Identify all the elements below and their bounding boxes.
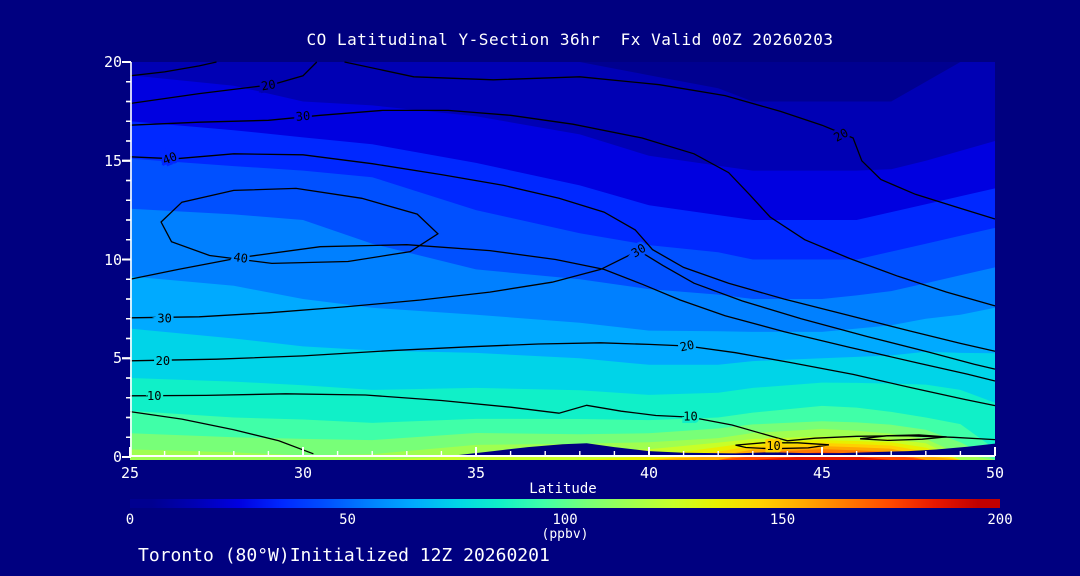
contour-label: 10 [683, 410, 697, 424]
contour-label: 20 [831, 126, 850, 145]
contour-label: 40 [160, 149, 179, 167]
x-axis-title: Latitude [529, 481, 597, 497]
colorbar [130, 499, 1000, 508]
svg-text:40: 40 [233, 250, 249, 266]
x-tick-label: 50 [985, 464, 1005, 482]
contour-label: 20 [156, 354, 170, 368]
chart-title: CO Latitudinal Y-Section 36hr Fx Valid 0… [306, 30, 834, 49]
y-tick-label: 0 [112, 448, 122, 466]
contour-label: 20 [679, 338, 696, 355]
colorbar-tick-label: 150 [769, 512, 796, 528]
y-tick-label: 20 [103, 53, 122, 71]
x-tick-label: 45 [812, 464, 832, 482]
svg-text:20: 20 [260, 77, 277, 93]
contour-label: 30 [157, 311, 171, 325]
contour-label: 20 [260, 77, 277, 93]
svg-text:10: 10 [683, 410, 697, 424]
svg-text:10: 10 [766, 439, 780, 453]
svg-text:20: 20 [679, 338, 696, 355]
colorbar-tick-label: 100 [552, 512, 578, 528]
colorbar-units: (ppbv) [541, 527, 589, 542]
contour-label: 10 [147, 389, 161, 403]
y-tick-label: 15 [103, 151, 122, 170]
contour-label: 10 [766, 439, 780, 453]
colorbar-tick-label: 200 [987, 512, 1013, 528]
svg-text:30: 30 [157, 311, 171, 325]
svg-text:10: 10 [147, 389, 161, 403]
colorbar-tick-label: 0 [125, 512, 135, 528]
footer-text: Toronto (80°W)Initialized 12Z 20260201 [138, 545, 550, 566]
contour-label: 40 [233, 250, 249, 266]
contour-label: 30 [629, 241, 649, 261]
x-tick-label: 30 [293, 464, 313, 482]
svg-text:20: 20 [156, 354, 170, 368]
x-tick-label: 35 [466, 464, 486, 482]
x-tick-label: 40 [639, 464, 659, 482]
colorbar-tick-label: 50 [339, 512, 356, 528]
y-tick-label: 10 [103, 250, 122, 269]
svg-text:30: 30 [295, 109, 311, 124]
y-tick-label: 5 [112, 349, 122, 368]
x-tick-label: 25 [120, 464, 140, 482]
contour-label: 30 [295, 109, 311, 124]
